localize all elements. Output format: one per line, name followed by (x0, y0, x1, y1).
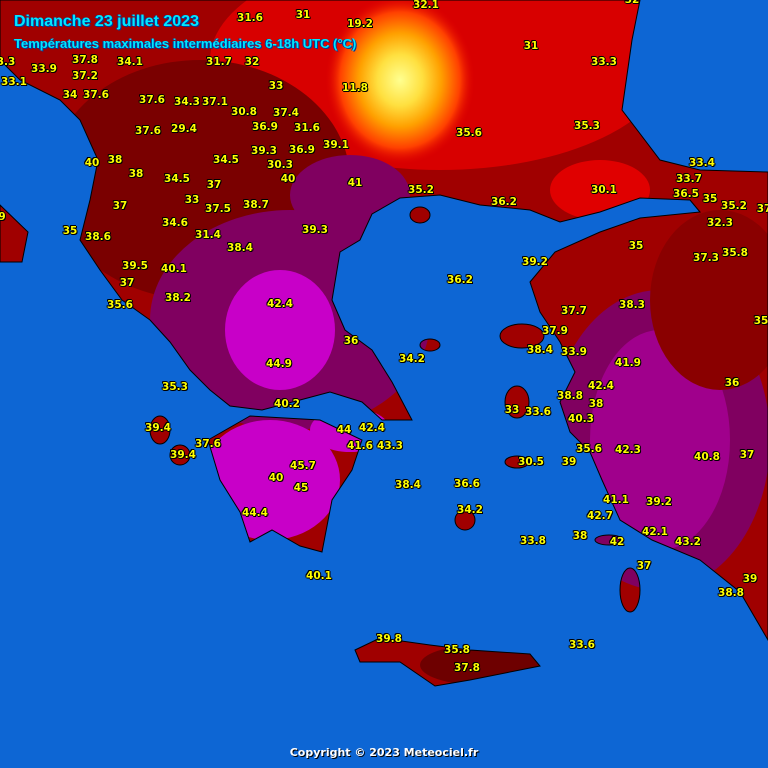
copyright: Copyright © 2023 Meteociel.fr (289, 746, 479, 759)
map-title: Dimanche 23 juillet 2023 (14, 13, 199, 30)
map-subtitle: Températures maximales intermédiaires 6-… (14, 36, 357, 51)
